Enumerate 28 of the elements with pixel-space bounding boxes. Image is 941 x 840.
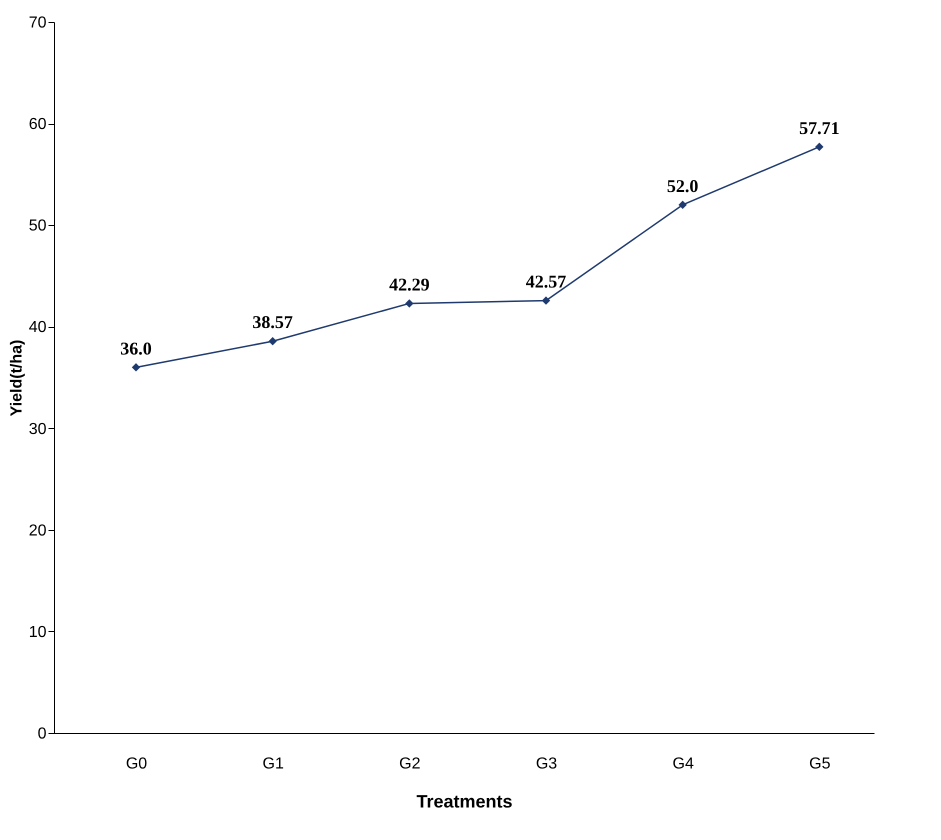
x-tick-label: G3 — [536, 756, 558, 772]
text: 57.71 — [799, 118, 840, 138]
point — [405, 299, 414, 308]
y-tick-label: 0 — [38, 726, 47, 742]
x-axis-title: Treatments — [416, 792, 513, 812]
x-tick-label: G2 — [399, 756, 421, 772]
text: 42.57 — [526, 272, 566, 292]
y-tick-label: 60 — [28, 116, 47, 134]
x-tick-label: G1 — [262, 756, 284, 772]
point — [132, 363, 140, 372]
y-tick-label: 70 — [28, 14, 47, 32]
text: 42.29 — [389, 274, 430, 294]
text: 38.57 — [252, 312, 293, 332]
point — [815, 142, 824, 152]
x-tick-label: G0 — [126, 756, 148, 772]
point — [678, 200, 687, 210]
y-tick-label: 50 — [28, 218, 47, 235]
x-tick-label: G5 — [809, 756, 831, 772]
point — [268, 337, 277, 346]
x-tick-label: G4 — [672, 756, 694, 772]
y-axis-title: Yield(t/ha) — [8, 340, 26, 416]
y-tick-label: 20 — [28, 522, 47, 540]
y-tick-label: 10 — [28, 624, 47, 641]
y-tick-label: 40 — [28, 319, 47, 336]
text: 52.0 — [666, 176, 698, 196]
point — [542, 296, 550, 305]
text: 36.0 — [120, 338, 152, 358]
y-tick-label: 30 — [28, 420, 47, 438]
